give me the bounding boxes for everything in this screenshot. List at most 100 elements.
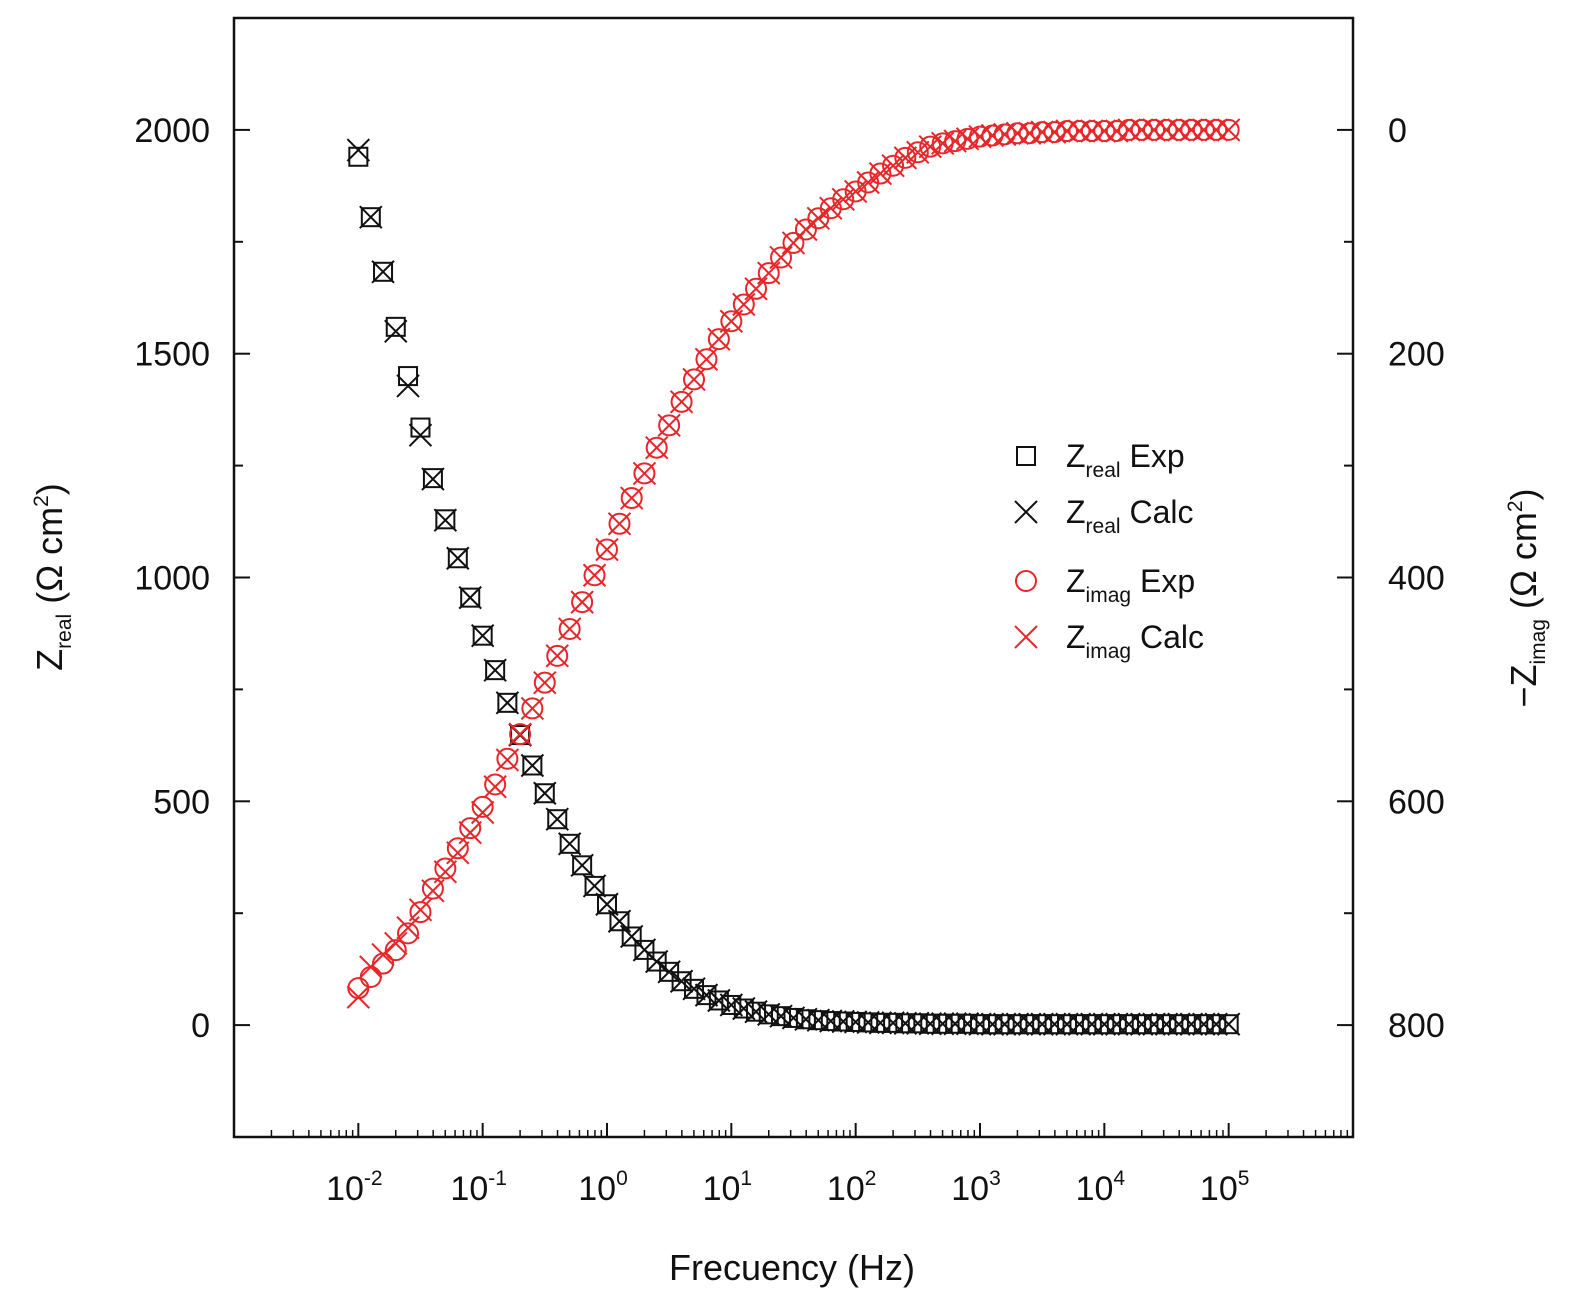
data-point-zreal-exp xyxy=(895,1013,916,1034)
x-tick-exponent: 3 xyxy=(989,1167,1001,1190)
legend-marker-x xyxy=(1014,625,1038,649)
data-point-zreal-calc xyxy=(1105,1012,1129,1036)
data-point-zimag-calc xyxy=(806,206,831,231)
y-left-axis-title: Zreal (Ω cm2) xyxy=(29,483,76,671)
data-point-zreal-exp xyxy=(646,951,667,972)
legend-item: Zimag Exp xyxy=(1015,563,1195,607)
data-point-zimag-exp xyxy=(446,837,469,860)
data-point-zimag-exp xyxy=(558,617,581,640)
data-point-zimag-exp xyxy=(1167,118,1190,141)
data-point-zreal-exp xyxy=(858,1012,879,1033)
x-axis-minor-ticks xyxy=(270,1130,1349,1137)
series-layer xyxy=(346,118,1241,1036)
data-point-zreal-calc xyxy=(359,205,383,229)
data-point-zreal-calc xyxy=(843,1010,868,1034)
data-point-zreal-calc xyxy=(831,1009,855,1034)
x-tick-base: 10 xyxy=(703,1170,741,1208)
data-point-zreal-exp xyxy=(385,316,406,337)
y-left-axis-ticks xyxy=(234,17,250,1138)
data-point-zreal-exp xyxy=(360,207,381,228)
data-point-zreal-calc xyxy=(520,753,545,778)
data-point-zimag-exp xyxy=(894,146,917,169)
data-point-zreal-exp xyxy=(1206,1014,1227,1035)
y-left-title-units: (Ω cm xyxy=(29,507,70,614)
data-point-zimag-calc xyxy=(906,140,930,164)
x-tick-base: 10 xyxy=(450,1170,488,1208)
data-point-zreal-exp xyxy=(1131,1014,1152,1035)
data-point-zimag-calc xyxy=(619,486,644,510)
data-point-zimag-calc xyxy=(446,841,470,865)
y-right-tick-label: 0 xyxy=(1388,112,1407,150)
x-axis-tick-labels: 10-2 10-1 100 101 102 103 104 105 xyxy=(326,1167,1249,1208)
data-point-zimag-calc xyxy=(1030,120,1054,144)
data-point-zreal-exp xyxy=(696,985,717,1006)
data-point-zimag-calc xyxy=(1092,119,1117,143)
data-point-zreal-calc xyxy=(669,969,694,993)
y-right-title-units: (Ω cm xyxy=(1503,512,1544,619)
data-point-zreal-exp xyxy=(671,971,692,992)
data-point-zreal-calc xyxy=(943,1012,967,1036)
data-point-zreal-calc xyxy=(955,1012,980,1036)
data-point-zimag-exp xyxy=(459,817,482,840)
data-point-zimag-calc xyxy=(1192,118,1216,142)
data-point-zreal-calc xyxy=(893,1011,918,1036)
data-point-zreal-exp xyxy=(970,1014,990,1035)
y-right-title-sub: imag xyxy=(1527,619,1550,665)
data-point-zimag-calc xyxy=(582,563,607,587)
data-point-zreal-exp xyxy=(373,261,394,282)
data-point-zimag-calc xyxy=(346,985,371,1009)
data-point-zreal-exp xyxy=(460,587,481,608)
data-point-zreal-exp xyxy=(348,146,369,167)
data-point-zreal-calc xyxy=(992,1012,1017,1036)
legend: Zreal Exp Zreal Calc Zimag Exp Zimag Calc xyxy=(1014,438,1204,663)
data-point-zreal-calc xyxy=(1067,1012,1092,1036)
data-point-zreal-calc xyxy=(1005,1012,1030,1036)
data-point-zreal-exp xyxy=(684,978,705,999)
data-point-zimag-exp xyxy=(421,877,444,900)
data-point-zimag-calc xyxy=(694,347,719,372)
data-point-zreal-calc xyxy=(1167,1012,1191,1036)
data-point-zreal-exp xyxy=(534,783,555,804)
data-point-zreal-calc xyxy=(1017,1012,1042,1036)
data-point-zimag-calc xyxy=(607,512,632,536)
data-point-zimag-calc xyxy=(384,931,408,956)
data-point-zimag-calc xyxy=(831,187,855,211)
x-tick-exponent: 2 xyxy=(865,1167,877,1190)
y-left-title-close: ) xyxy=(29,483,70,495)
data-point-zimag-exp xyxy=(670,390,693,413)
data-point-zreal-exp xyxy=(907,1013,928,1034)
data-point-zreal-calc xyxy=(1042,1012,1067,1036)
data-point-zreal-exp xyxy=(1057,1014,1078,1035)
x-tick-base: 10 xyxy=(326,1170,364,1208)
data-point-zreal-calc xyxy=(470,623,495,648)
data-point-zreal-calc xyxy=(582,874,607,898)
data-point-zimag-exp xyxy=(546,644,569,667)
x-tick-label: 101 xyxy=(703,1167,753,1208)
data-point-zreal-exp xyxy=(1007,1014,1028,1035)
y-left-title-sup: 2 xyxy=(30,495,53,507)
x-tick-base: 10 xyxy=(1200,1170,1238,1208)
legend-label: Zimag Calc xyxy=(1066,619,1204,663)
data-point-zreal-exp xyxy=(820,1011,841,1032)
data-point-zreal-exp xyxy=(559,833,580,854)
data-point-zreal-calc xyxy=(595,892,619,916)
data-point-zreal-exp xyxy=(435,509,456,530)
y-left-tick-label: 2000 xyxy=(134,112,210,150)
data-point-zimag-calc xyxy=(470,800,495,825)
data-point-zreal-calc xyxy=(458,585,482,610)
data-point-zreal-exp xyxy=(783,1007,804,1028)
data-point-zimag-exp xyxy=(732,293,755,316)
data-point-zimag-exp xyxy=(794,218,817,241)
data-point-zimag-calc xyxy=(657,413,681,438)
data-point-zreal-calc xyxy=(906,1011,930,1036)
y-left-title-main: Z xyxy=(29,649,70,671)
data-point-zreal-calc xyxy=(1216,1012,1241,1036)
y-right-axis-ticks xyxy=(1337,17,1353,1138)
data-point-zimag-calc xyxy=(744,277,768,301)
data-point-zreal-calc xyxy=(433,508,458,532)
y-right-tick-label: 200 xyxy=(1388,336,1445,374)
data-point-zimag-calc xyxy=(1216,118,1241,142)
data-point-zreal-calc xyxy=(968,1012,992,1036)
data-point-zimag-calc xyxy=(1142,118,1166,142)
data-point-zimag-calc xyxy=(533,670,557,695)
